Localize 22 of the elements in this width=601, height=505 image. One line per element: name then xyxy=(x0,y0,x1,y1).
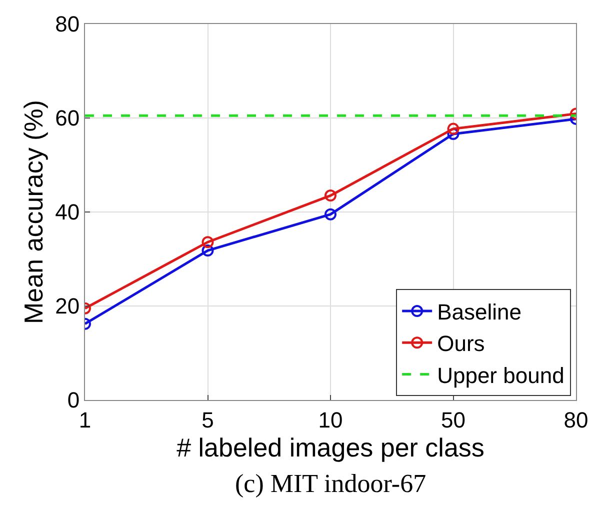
y-tick-label: 60 xyxy=(55,106,80,131)
x-tick-label: 80 xyxy=(564,407,588,432)
x-tick-label: 10 xyxy=(318,407,343,432)
text: (c) MIT indoor-67 xyxy=(235,469,426,498)
y-tick-label: 80 xyxy=(55,12,80,37)
legend-label: Baseline xyxy=(437,300,522,325)
y-tick-label: 20 xyxy=(55,294,80,319)
x-tick-label: 1 xyxy=(78,407,92,432)
y-tick-label: 0 xyxy=(67,388,80,413)
point xyxy=(324,208,336,220)
point xyxy=(324,190,336,202)
point xyxy=(447,128,460,140)
y-tick-label: 40 xyxy=(55,200,80,225)
x-tick-label: 5 xyxy=(202,407,214,432)
x-axis-title: # labeled images per class xyxy=(176,432,484,462)
x-tick-label: 50 xyxy=(441,407,466,432)
legend-label: Ours xyxy=(437,331,485,356)
legend-label: Upper bound xyxy=(437,362,564,388)
point xyxy=(202,236,214,248)
y-axis-title: Mean accuracy (%) xyxy=(18,100,49,324)
point xyxy=(202,244,214,257)
point xyxy=(447,122,460,135)
